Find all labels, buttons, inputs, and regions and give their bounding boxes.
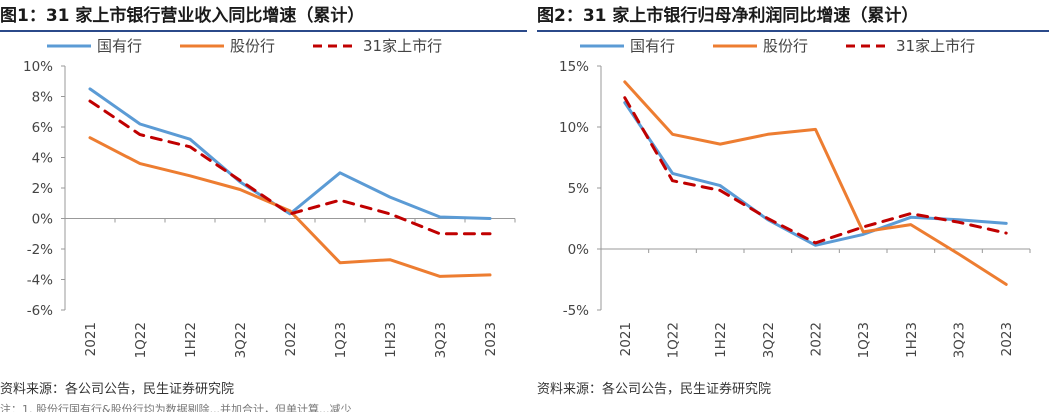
series-line: [88, 99, 492, 236]
x-tick-label: 3Q22: [233, 322, 249, 358]
y-tick-label: 5%: [568, 181, 590, 197]
legend-label: 国有行: [630, 37, 675, 55]
legend-label: 股份行: [230, 37, 275, 55]
series-line: [88, 136, 492, 278]
source-note: 资料来源：各公司公告，民生证券研究院: [0, 382, 235, 397]
legend: 国有行 股份行 31家上市行: [47, 37, 442, 55]
y-tick-label: -5%: [563, 303, 589, 319]
x-tick-label: 1H22: [183, 322, 199, 358]
x-tick-label: 2022: [809, 322, 825, 356]
y-tick-label: 10%: [559, 120, 589, 136]
y-tick-label: 2%: [32, 181, 54, 197]
x-tick-label: 2023: [483, 322, 499, 356]
title-divider: [0, 30, 527, 32]
x-tick-label: 1Q22: [666, 322, 682, 358]
chart-title: 图1：31 家上市银行营业收入同比增速（累计）: [0, 6, 365, 26]
y-tick-label: 10%: [23, 59, 53, 75]
series-line: [88, 87, 492, 220]
y-tick-label: 0%: [32, 212, 54, 228]
x-tick-label: 2023: [999, 322, 1015, 356]
x-tick-label: 1Q23: [333, 322, 349, 358]
series-line: [623, 101, 1008, 247]
x-tick-label: 1H23: [383, 322, 399, 358]
y-tick-label: 8%: [32, 90, 54, 106]
legend-item: 股份行: [713, 37, 808, 55]
x-tick-label: 2021: [83, 322, 99, 356]
legend-label: 国有行: [97, 37, 142, 55]
title-divider: [537, 30, 1049, 32]
y-tick-label: 15%: [559, 59, 589, 75]
chart-panel-revenue: 图1：31 家上市银行营业收入同比增速（累计） 国有行 股份行 31家上市行 -6% -…: [0, 6, 527, 412]
legend-item: 国有行: [47, 37, 142, 55]
x-tick-label: 1Q22: [133, 322, 149, 358]
footnote: 注：1. 股份行国有行&股份行均为数据剔除...并加合计，但单计算...减少: [0, 403, 352, 412]
x-tick-label: 2021: [618, 322, 634, 356]
series-line: [623, 80, 1008, 286]
series-line: [623, 96, 1008, 245]
revenue-growth-chart: 国有行 股份行 31家上市行 -6% -4% -2% 0% 2% 4% 6% 8% 10% 2021 1Q…: [23, 37, 516, 358]
x-tick-label: 3Q23: [952, 322, 968, 358]
y-tick-label: 0%: [568, 242, 590, 258]
legend-item: 31家上市行: [313, 37, 442, 55]
x-tick-label: 3Q23: [433, 322, 449, 358]
x-tick-label: 2022: [283, 322, 299, 356]
legend: 国有行 股份行 31家上市行: [580, 37, 975, 55]
legend-label: 股份行: [763, 37, 808, 55]
x-tick-label: 1H22: [713, 322, 729, 358]
x-tick-label: 1H23: [904, 322, 920, 358]
y-tick-label: 6%: [32, 120, 54, 136]
y-tick-label: -2%: [27, 242, 53, 258]
x-tick-label: 3Q22: [761, 322, 777, 358]
y-tick-label: 4%: [32, 151, 54, 167]
source-note: 资料来源：各公司公告，民生证券研究院: [537, 382, 772, 397]
legend-item: 国有行: [580, 37, 675, 55]
chart-panel-net-profit: 图2：31 家上市银行归母净利润同比增速（累计） 国有行 股份行 31家上市行 -5%…: [537, 0, 1049, 412]
y-tick-label: -6%: [27, 303, 53, 319]
legend-item: 股份行: [180, 37, 275, 55]
y-tick-label: -4%: [27, 273, 53, 289]
net-profit-growth-chart: 国有行 股份行 31家上市行 -5% 0% 5% 10% 15% 2021 1Q22 1H22 3Q2…: [559, 37, 1031, 358]
chart-title: 图2：31 家上市银行归母净利润同比增速（累计）: [537, 6, 919, 26]
legend-item: 31家上市行: [846, 37, 975, 55]
x-tick-label: 1Q23: [856, 322, 872, 358]
legend-label: 31家上市行: [896, 37, 975, 55]
legend-label: 31家上市行: [363, 37, 442, 55]
